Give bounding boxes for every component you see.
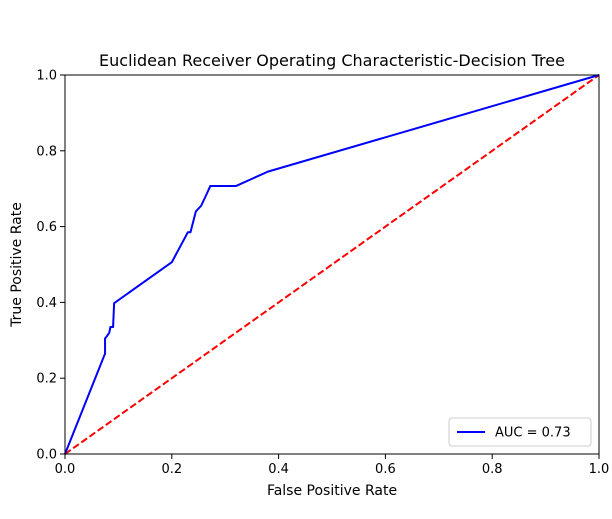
x-tick-label: 0.2 [161, 462, 182, 477]
y-tick-label: 0.0 [36, 448, 57, 463]
y-tick-label: 0.8 [36, 144, 57, 159]
x-tick-label: 0.4 [268, 462, 289, 477]
roc-curve-line [64, 74, 600, 455]
y-tick-label: 1.0 [36, 69, 57, 84]
y-tick-label: 0.6 [36, 220, 57, 235]
y-tick-label: 0.4 [36, 296, 57, 311]
x-tick-label: 1.0 [589, 462, 610, 477]
plot-frame [64, 74, 600, 455]
x-tick-label: 0.6 [375, 462, 396, 477]
chance-line [64, 74, 600, 455]
legend-box [448, 417, 592, 447]
legend-label: AUC = 0.73 [495, 426, 571, 441]
y-tick-label: 0.2 [36, 372, 57, 387]
x-axis-ticks: 0.0 0.2 0.4 0.6 0.8 1.0 [55, 454, 610, 477]
chart-title: Euclidean Receiver Operating Characteris… [99, 51, 565, 70]
y-axis-label: True Positive Rate [9, 202, 25, 328]
y-axis-ticks: 0.0 0.2 0.4 0.6 0.8 1.0 [36, 69, 65, 463]
x-tick-label: 0.0 [55, 462, 76, 477]
plot-area [64, 74, 600, 455]
x-tick-label: 0.8 [482, 462, 503, 477]
legend: AUC = 0.73 [448, 417, 592, 447]
x-axis-label: False Positive Rate [267, 483, 397, 499]
